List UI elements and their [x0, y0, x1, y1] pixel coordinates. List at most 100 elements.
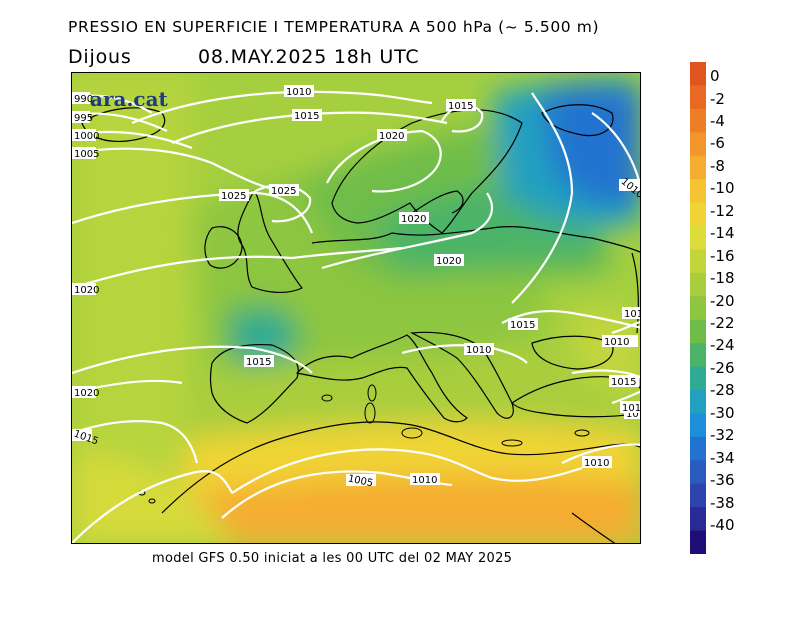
colorbar-label: -16: [710, 246, 735, 265]
colorbar-label: -22: [710, 313, 735, 332]
colorbar-swatch: [690, 436, 706, 461]
isobar-label-text: 1020: [74, 388, 99, 399]
isobar-label-text: 1020: [436, 256, 461, 267]
colorbar-swatch: [690, 460, 706, 485]
isobar-label-1010-lv: 1010: [622, 307, 641, 320]
colorbar-label: -36: [710, 471, 735, 490]
island-cyprus: [574, 429, 590, 437]
coastline-ireland: [204, 226, 243, 269]
isobar-1020-center: [72, 246, 403, 290]
colorbar-label: -4: [710, 111, 725, 130]
island-sicily: [401, 427, 423, 439]
colorbar-label: -14: [710, 224, 735, 243]
colorbar-swatch: [690, 296, 706, 321]
isobar-1005: [72, 147, 283, 193]
coastline-scandinavia: [331, 109, 523, 234]
isobar-label-text: 1020: [74, 285, 99, 296]
island-canaries-2: [148, 498, 156, 504]
colorbar-swatch: [690, 390, 706, 415]
isobar-label-text: 1015: [448, 101, 473, 112]
colorbar-swatch: [690, 530, 706, 554]
isobar-label-text: 1015: [294, 111, 319, 122]
isobar-label-text: 1025: [271, 186, 296, 197]
isobar-label-text: 1025: [221, 191, 246, 202]
isobar-label-text: 1015: [246, 357, 271, 368]
colorbar-swatch: [690, 343, 706, 368]
island-sardinia: [364, 402, 376, 424]
isobar-label-text: 990: [74, 94, 93, 105]
temp-iberia-core: [232, 314, 292, 362]
isobar-1015-iberia: [72, 345, 313, 375]
isobar-label-1020-m: 1020: [434, 254, 464, 267]
isobar-label-text: 995: [74, 113, 93, 124]
weekday-label: Dijous: [68, 46, 132, 68]
isobar-label-1015-sh: 1015: [446, 99, 476, 112]
isobar-label-text: 1005: [347, 473, 374, 489]
colorbar-swatch: [690, 413, 706, 438]
isobar-1015-arc: [511, 92, 574, 304]
island-balearic: [321, 394, 333, 402]
coastline-north-africa: [161, 421, 640, 514]
isobar-label-text: 1010: [466, 345, 491, 356]
brand-logo-text[interactable]: ara.cat: [90, 87, 168, 111]
isobar-1015-north: [171, 111, 448, 145]
colorbar-swatch: [690, 483, 706, 508]
isobar-label-text: 1010: [412, 475, 437, 486]
isobar-label-1020-e: 1020: [72, 283, 99, 296]
isobar-label-text: 1010: [624, 309, 641, 320]
isobar-label-text: 1000: [74, 131, 99, 142]
isobar-label-text: 1020: [379, 131, 404, 142]
isobar-1010-east: [591, 112, 640, 193]
temp-russia-core: [542, 85, 640, 206]
coastline-white-sea: [541, 104, 614, 137]
coastline-turkey: [511, 376, 640, 418]
isobar-1010-africa: [231, 448, 583, 494]
isobar-label-text: 1010: [604, 337, 629, 348]
island-corsica: [367, 384, 377, 402]
isobar-label-1010-se2: 1010: [582, 456, 612, 469]
isobar-label-990: 990: [72, 92, 93, 105]
isobar-label-1005-af: 1005: [346, 473, 376, 489]
temp-atlantic-sw: [72, 453, 231, 543]
colorbar-swatch: [690, 319, 706, 344]
colorbar-label: -18: [710, 269, 735, 287]
coastline-black-sea: [531, 335, 614, 370]
isobar-label-text: 1015: [510, 320, 535, 331]
isobar-1015-balkans: [501, 309, 640, 329]
isobar-label-1010-af: 1010: [410, 473, 440, 486]
isobar-label-1025-w: 1025: [219, 189, 249, 202]
weather-map: 990 995 1000 1005 1010 1015 1020 1025 10…: [71, 72, 641, 544]
chart-title: PRESSIO EN SUPERFICIE I TEMPERATURA A 50…: [68, 18, 600, 36]
isobar-label-995: 995: [72, 111, 93, 124]
isobar-label-1015-b: 1015: [508, 318, 538, 331]
isobar-1020-mid: [321, 192, 494, 270]
colorbar-swatch: [690, 507, 706, 532]
colorbar-swatch: [690, 62, 706, 87]
colorbar-swatch: [690, 226, 706, 251]
isobar-1010-se: [561, 443, 640, 464]
isobar-1010-sw: [72, 470, 233, 543]
colorbar-label: -10: [710, 179, 735, 198]
isobar-1010-levant: [611, 390, 640, 405]
isobar-label-1020-c: 1020: [399, 212, 429, 225]
colorbar-swatch: [690, 132, 706, 157]
coastline-baltic: [411, 190, 464, 214]
isobar-label-1020-sc: 1020: [377, 129, 407, 142]
isobar-label-text: 1010: [584, 458, 609, 469]
datetime-label: 08.MAY.2025 18h UTC: [198, 46, 420, 68]
colorbar-swatch: [690, 85, 706, 110]
colorbar-swatches: [690, 62, 706, 554]
colorbar-label: -38: [710, 493, 735, 512]
colorbar-label: -32: [710, 426, 735, 445]
isobar-label-text: 1010: [622, 403, 641, 414]
isobar-label-text: 1015: [626, 409, 641, 420]
isobar-label-1015-se: 1015: [609, 375, 639, 388]
isobar-1010-north: [131, 90, 433, 125]
colorbar-label: -26: [710, 358, 735, 377]
colorbar-label: -30: [710, 403, 735, 422]
isobar-1010-caucasus: [611, 320, 640, 335]
colorbar-swatch: [690, 108, 706, 133]
isobar-label-1025-h: 1025: [269, 184, 299, 197]
isobar-label-1010-e2: 1010: [602, 335, 638, 348]
colorbar-label: -2: [710, 89, 725, 108]
